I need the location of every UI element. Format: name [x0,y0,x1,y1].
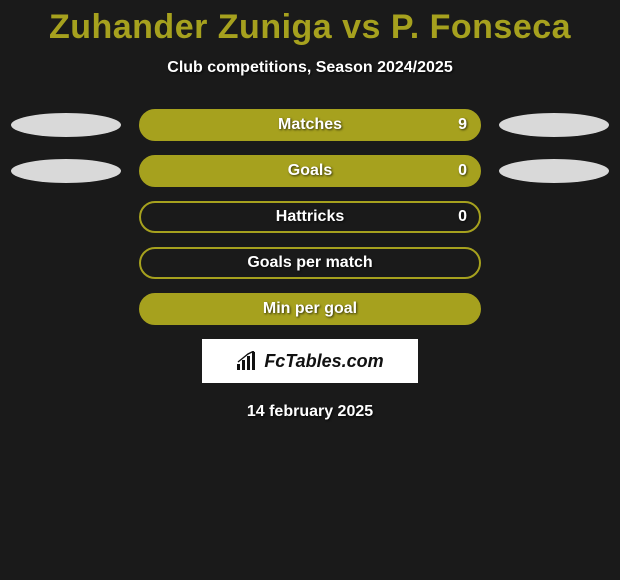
stat-bar: Goals 0 [139,155,481,187]
spacer [499,251,609,275]
logo-text: FcTables.com [264,351,383,372]
stat-bar: Goals per match [139,247,481,279]
spacer [499,297,609,321]
player-right-marker [499,113,609,137]
stat-label: Goals [288,162,332,180]
spacer [11,251,121,275]
stat-bar: Hattricks 0 [139,201,481,233]
stat-value: 0 [458,162,467,180]
stat-row-matches: Matches 9 [0,109,620,141]
stat-row-goals: Goals 0 [0,155,620,187]
page-title: Zuhander Zuniga vs P. Fonseca [0,8,620,47]
stat-value: 9 [458,116,467,134]
stat-label: Min per goal [263,300,357,318]
player-left-marker [11,159,121,183]
infographic-container: Zuhander Zuniga vs P. Fonseca Club compe… [0,0,620,421]
date-text: 14 february 2025 [0,403,620,421]
stat-row-goals-per-match: Goals per match [0,247,620,279]
logo-box: FcTables.com [202,339,418,383]
stat-bar: Min per goal [139,293,481,325]
stat-label: Matches [278,116,342,134]
stat-value: 0 [458,208,467,226]
stat-row-hattricks: Hattricks 0 [0,201,620,233]
player-left-marker [11,113,121,137]
stat-label: Hattricks [276,208,344,226]
stat-label: Goals per match [247,254,372,272]
subtitle: Club competitions, Season 2024/2025 [0,59,620,77]
stat-row-min-per-goal: Min per goal [0,293,620,325]
spacer [499,205,609,229]
spacer [11,205,121,229]
player-right-marker [499,159,609,183]
spacer [11,297,121,321]
bar-chart-icon [236,351,258,371]
stat-bar: Matches 9 [139,109,481,141]
